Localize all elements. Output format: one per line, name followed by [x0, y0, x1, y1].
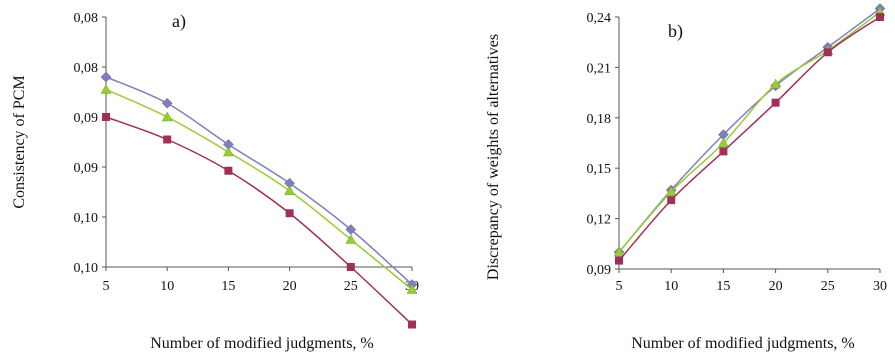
data-point-diamond — [161, 97, 173, 109]
data-point-square — [615, 256, 623, 265]
data-point-triangle — [345, 233, 357, 244]
x-tick-label: 25 — [821, 279, 835, 294]
series-line-square — [105, 116, 413, 326]
series-line-diamond — [105, 76, 413, 286]
y-tick-label: 0,24 — [587, 11, 612, 26]
data-point-triangle — [665, 186, 677, 196]
y-tick-label: 0,09 — [74, 161, 99, 176]
data-point-square — [876, 13, 884, 21]
y-tick-label: 0,18 — [587, 112, 612, 127]
y-axis-title: Consistency of PCM — [11, 75, 28, 208]
data-point-square — [224, 166, 233, 175]
data-point-square — [346, 263, 355, 271]
y-tick-label: 0,08 — [74, 11, 99, 26]
data-point-triangle — [222, 146, 234, 157]
panel-label: a) — [172, 11, 186, 32]
y-tick-label: 0,08 — [74, 61, 99, 76]
chart-panel-b: 5 10 15 20 25 30 0,09 0,12 0,15 0,18 0,21 0,24 b) D… — [485, 3, 887, 352]
series-line-triangle — [105, 88, 413, 291]
y-tick-label: 0,09 — [74, 111, 99, 126]
x-tick-label: 10 — [160, 279, 174, 294]
data-point-triangle — [284, 185, 296, 195]
x-tick-label: 5 — [616, 279, 623, 294]
data-point-square — [102, 113, 110, 121]
data-point-square — [771, 98, 780, 107]
data-point-square — [719, 147, 728, 156]
data-point-triangle — [406, 283, 418, 294]
data-point-square — [667, 196, 676, 205]
data-point-triangle — [613, 246, 625, 257]
data-point-diamond — [100, 71, 112, 83]
x-tick-label: 25 — [344, 279, 358, 294]
panel-label: b) — [668, 21, 683, 42]
x-tick-label: 15 — [716, 279, 730, 294]
data-point-triangle — [770, 78, 782, 89]
y-tick-label: 0,10 — [74, 261, 99, 276]
series-line-square — [618, 16, 881, 262]
x-tick-label: 10 — [664, 279, 678, 294]
y-axis-title-line-1: Discrepancy of weights of alternatives — [485, 34, 502, 280]
y-tick-label: 0,10 — [74, 211, 99, 226]
x-axis-title: Number of modified judgments, % — [631, 335, 855, 352]
data-point-square — [408, 320, 416, 329]
data-point-triangle — [161, 111, 173, 122]
x-tick-label: 30 — [873, 279, 887, 294]
series-line-diamond — [618, 7, 881, 253]
x-tick-label: 15 — [221, 279, 235, 294]
data-point-square — [163, 135, 172, 144]
x-tick-label: 20 — [769, 279, 783, 294]
y-tick-label: 0,09 — [587, 263, 612, 278]
series-line-triangle — [618, 11, 881, 253]
x-tick-label: 5 — [103, 279, 110, 294]
x-tick-label: 20 — [283, 279, 297, 294]
y-tick-label: 0,15 — [587, 162, 612, 177]
data-point-triangle — [717, 137, 729, 148]
data-point-triangle — [100, 83, 112, 94]
y-tick-label: 0,12 — [587, 213, 612, 228]
x-axis-title: Number of modified judgments, % — [150, 335, 374, 352]
y-tick-label: 0,21 — [587, 61, 612, 76]
data-point-square — [285, 209, 294, 218]
data-point-square — [823, 48, 832, 57]
